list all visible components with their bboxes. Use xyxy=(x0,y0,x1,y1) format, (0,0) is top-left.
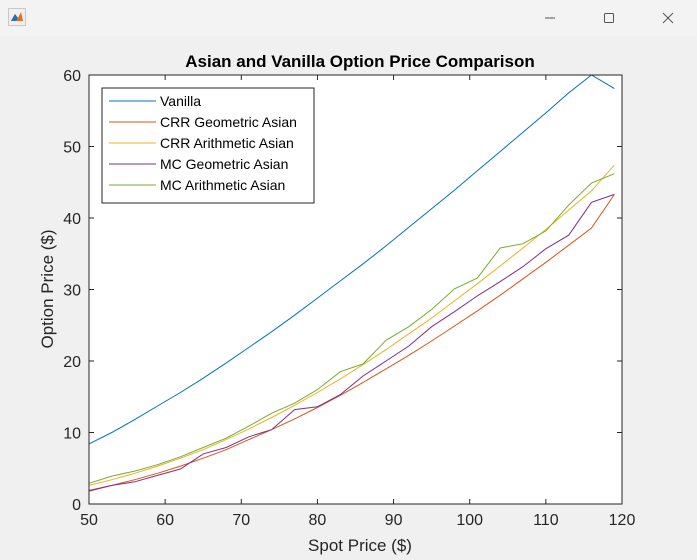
close-button[interactable] xyxy=(639,0,697,36)
x-tick-label: 60 xyxy=(156,512,174,529)
x-tick-label: 120 xyxy=(609,512,636,529)
chart-title: Asian and Vanilla Option Price Compariso… xyxy=(185,52,535,71)
legend-box xyxy=(101,87,315,204)
y-tick-label: 60 xyxy=(63,68,81,85)
legend-entry: Vanilla xyxy=(160,93,201,109)
series-line-crr-geometric-asian xyxy=(88,194,615,491)
series-line-crr-arithmetic-asian xyxy=(88,164,615,486)
y-tick-label: 10 xyxy=(63,426,81,443)
x-axis-label: Spot Price ($) xyxy=(308,536,412,555)
matlab-figure-icon xyxy=(8,8,26,26)
y-tick-label: 20 xyxy=(63,354,81,371)
y-tick-label: 0 xyxy=(72,497,81,514)
x-tick-label: 90 xyxy=(385,512,403,529)
minimize-button[interactable] xyxy=(521,0,579,36)
x-tick-label: 50 xyxy=(80,512,98,529)
legend-entry: MC Geometric Asian xyxy=(160,156,288,172)
series-layer xyxy=(88,74,615,492)
chart: 50 60 70 80 90 100 110 120 0 10 20 30 40 50 60 Asian a… xyxy=(38,52,635,555)
y-tick-label: 50 xyxy=(63,140,81,157)
series-line-vanilla xyxy=(88,74,615,445)
legend: Vanilla CRR Geometric Asian CRR Arithmetic… xyxy=(101,87,315,204)
legend-entry: CRR Arithmetic Asian xyxy=(160,135,294,151)
title-bar xyxy=(0,0,697,36)
y-axis-label: Option Price ($) xyxy=(38,229,57,348)
close-icon xyxy=(662,12,674,24)
y-tick-label: 40 xyxy=(63,211,81,228)
y-tick-label: 30 xyxy=(63,283,81,300)
x-tick-label: 100 xyxy=(456,512,483,529)
legend-entry: CRR Geometric Asian xyxy=(160,114,297,130)
legend-entry: MC Arithmetic Asian xyxy=(160,177,285,193)
series-line-mc-arithmetic-asian xyxy=(88,173,615,484)
x-tick-label: 70 xyxy=(232,512,250,529)
maximize-button[interactable] xyxy=(580,0,638,36)
series-line-mc-geometric-asian xyxy=(88,193,615,492)
maximize-icon xyxy=(604,13,614,23)
minimize-icon xyxy=(545,17,555,19)
x-tick-label: 80 xyxy=(309,512,327,529)
tick-layer: 50 60 70 80 90 100 110 120 0 10 20 30 40 50 60 xyxy=(63,68,635,529)
x-tick-label: 110 xyxy=(533,512,559,529)
